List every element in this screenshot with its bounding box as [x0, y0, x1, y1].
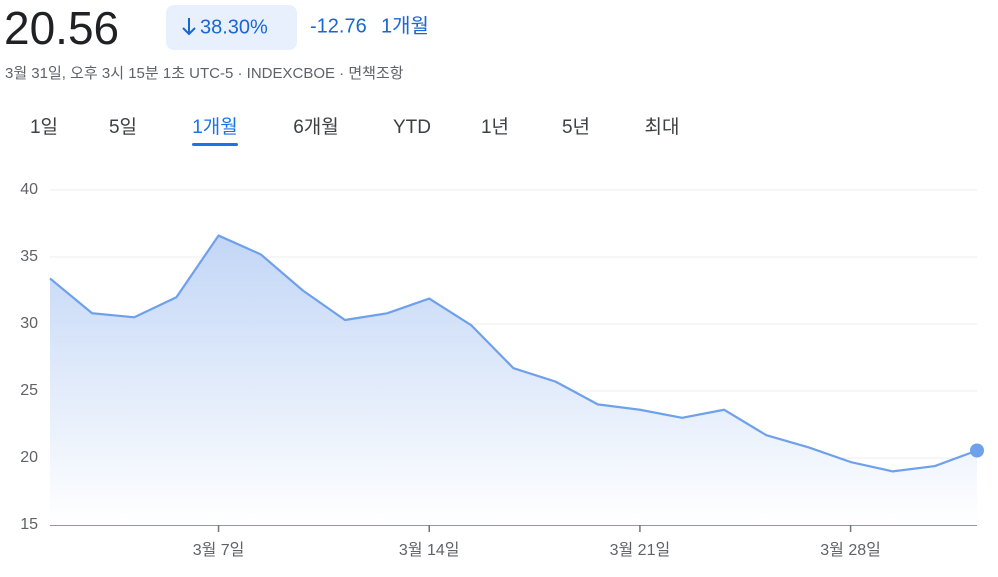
- change: -12.76: [310, 15, 367, 37]
- x-tick-label: 3월 21일: [610, 541, 671, 559]
- area: [50, 235, 977, 525]
- down-arrow: [182, 18, 196, 36]
- tab-underline: [192, 143, 238, 146]
- tab[interactable]: 5일: [109, 116, 137, 138]
- price: 20.56: [4, 2, 119, 54]
- line: [49, 234, 978, 473]
- tab[interactable]: 5년: [562, 116, 590, 138]
- y-tick-label: 25: [20, 382, 38, 399]
- change-pill: [166, 5, 297, 50]
- tab[interactable]: 1년: [481, 116, 509, 138]
- x-tick-label: 3월 14일: [399, 541, 460, 559]
- y-tick-label: 30: [20, 315, 38, 332]
- tab[interactable]: 1일: [30, 116, 58, 138]
- y-tick-label: 20: [20, 449, 38, 466]
- tab[interactable]: YTD: [393, 117, 431, 138]
- y-tick-label: 40: [20, 181, 38, 198]
- chart: 15 20 25 30 35 40 3월 7일 3월 14일 3월 21일 3월 28일: [20, 181, 984, 559]
- x-tick-label: 3월 7일: [193, 541, 245, 559]
- tabs: 1일 5일 1개월 6개월 YTD 1년 5년 최대: [30, 116, 680, 146]
- end-dot: [970, 443, 984, 458]
- tab[interactable]: 1개월: [192, 116, 238, 138]
- y-tick-label: 15: [20, 516, 38, 533]
- subtitle: 3월 31일, 오후 3시 15분 1초 UTC-5 · INDEXCBOE ·…: [5, 65, 404, 82]
- y-tick-label: 35: [20, 248, 38, 265]
- change-percent: 38.30%: [200, 16, 268, 38]
- x-tick-label: 3월 28일: [820, 541, 881, 559]
- tab[interactable]: 6개월: [293, 116, 339, 138]
- period: 1개월: [381, 14, 429, 37]
- tab[interactable]: 최대: [645, 116, 680, 138]
